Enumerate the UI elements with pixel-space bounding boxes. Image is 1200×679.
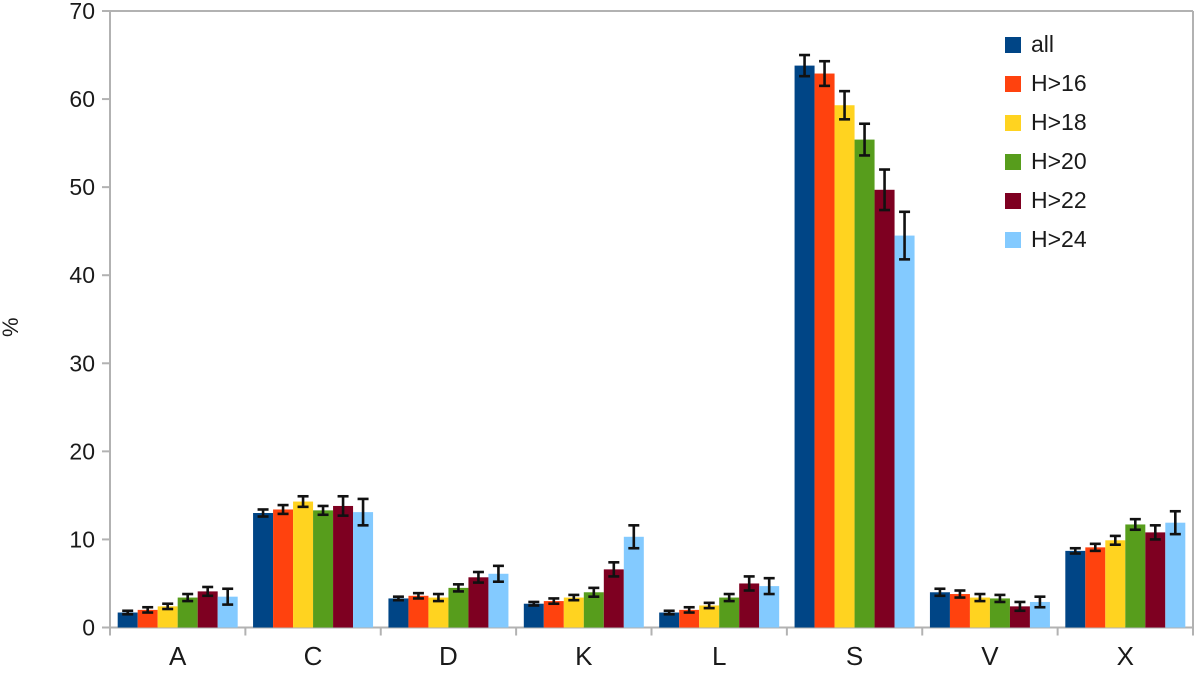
y-tick-label: 0 [82,615,95,641]
bar-H>22-K [603,569,624,628]
y-tick-label: 50 [69,174,95,200]
y-tick-label: 40 [69,262,95,288]
legend-swatch-H>22 [1005,193,1021,209]
bar-H>24-K [623,536,644,628]
x-category-label: X [1117,641,1134,671]
bar-H>18-S [834,105,855,628]
y-tick-label: 30 [69,350,95,376]
bar-H>18-L [699,605,720,628]
y-tick-label: 20 [69,438,95,464]
bar-all-L [659,612,680,628]
legend-label-H>18: H>18 [1031,109,1087,135]
y-axis-title: % [0,317,23,337]
bar-H>24-C [353,512,374,628]
legend-swatch-all [1005,37,1021,53]
x-category-label: C [304,641,323,671]
bar-H>18-C [293,501,314,628]
x-category-label: V [981,641,999,671]
bar-H>20-D [448,587,469,628]
bar-H>20-K [583,592,604,628]
bar-H>22-L [739,583,760,628]
bar-all-K [523,603,544,628]
bar-H>20-V [989,598,1010,628]
y-tick-label: 10 [69,526,95,552]
bar-all-S [794,65,815,628]
legend-label-H>16: H>16 [1031,70,1087,96]
bar-H>16-D [408,595,429,628]
bar-H>24-D [488,573,509,628]
bar-H>24-L [759,586,780,628]
y-tick-label: 60 [69,86,95,112]
bar-all-A [117,612,138,628]
legend-swatch-H>18 [1005,115,1021,131]
x-category-label: S [846,641,863,671]
legend-label-H>20: H>20 [1031,148,1087,174]
bar-H>18-A [157,606,178,628]
bar-H>22-D [468,577,489,628]
bar-all-C [253,513,274,628]
bar-H>24-S [894,235,915,628]
bar-H>20-S [854,139,875,628]
y-tick-label: 70 [69,0,95,24]
legend-label-H>24: H>24 [1031,226,1087,252]
x-category-label: D [439,641,458,671]
bar-H>24-X [1165,522,1186,628]
bar-H>16-S [814,73,835,628]
bar-H>22-X [1145,532,1166,628]
bar-H>20-A [177,597,198,628]
x-category-label: L [712,641,726,671]
bar-all-V [929,592,950,628]
bar-H>18-V [969,597,990,628]
bar-H>16-L [679,609,700,628]
bar-H>18-D [428,597,449,628]
bar-H>20-C [313,510,334,628]
bar-H>22-C [333,505,354,628]
legend-swatch-H>16 [1005,76,1021,92]
legend-label-H>22: H>22 [1031,187,1087,213]
bar-H>18-X [1105,540,1126,628]
legend-label-all: all [1031,31,1054,57]
bar-all-D [388,598,409,628]
bar-H>20-X [1125,524,1146,628]
legend-swatch-H>24 [1005,232,1021,248]
bar-H>20-L [719,597,740,628]
legend-swatch-H>20 [1005,154,1021,170]
x-category-label: A [169,641,187,671]
bar-H>22-A [197,591,218,628]
x-category-label: K [575,641,593,671]
bar-all-X [1065,550,1086,628]
bar-H>16-A [137,609,158,628]
bar-H>18-K [563,597,584,628]
bar-H>16-V [949,594,970,628]
bar-H>16-C [273,509,294,628]
bar-H>16-X [1085,547,1106,628]
bar-H>22-S [874,189,895,628]
bar-H>16-K [543,601,564,628]
